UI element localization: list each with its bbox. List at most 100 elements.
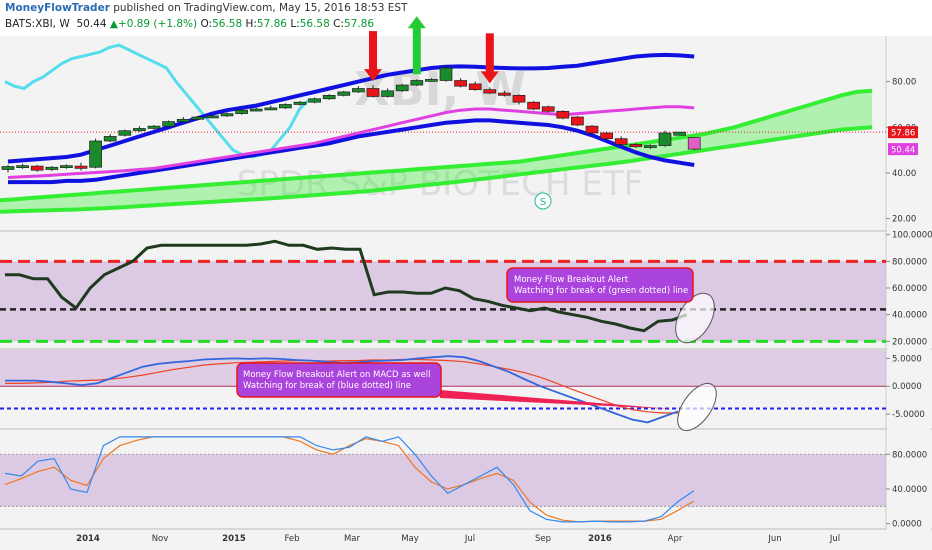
candle [410,80,424,86]
stoch-axis-label: 80.0000 [892,450,927,460]
candle [89,140,102,168]
candle [60,165,73,168]
candle [337,91,351,96]
green-cloud-upper [0,88,873,203]
green-cloud-lower [0,125,873,214]
time-axis-label: 2014 [76,534,100,544]
high-label: H: [245,18,257,30]
candle [176,118,190,122]
candle [16,165,29,168]
publish-header: MoneyFlowTrader published on TradingView… [5,2,407,14]
candle [687,137,701,150]
close-value: 57.86 [344,18,375,30]
macd-alert-title: Money Flow Breakout Alert on MACD as wel… [243,370,430,380]
buy-arrow-head [407,16,426,29]
candle [541,106,555,112]
time-axis-label: Jun [767,534,781,544]
symbol-name: BATS:XBI, W [5,18,70,30]
value-axis-background [887,36,931,530]
mf-axis-label: 80.0000 [892,257,927,267]
time-axis-label: Jul [829,534,840,544]
magenta-average [7,105,695,179]
candle [483,89,497,94]
macd-alert-text: Watching for break of (blue dotted) line [243,381,411,391]
macd-signal-line [5,358,679,414]
candle [600,132,613,140]
low-label: L: [290,18,300,30]
candle [1,166,15,170]
candle [395,84,409,92]
candle [629,144,643,148]
signal-marker-label: S [540,197,546,208]
low-value: 56.58 [299,18,330,30]
time-axis-label: Sep [535,534,551,544]
stoch-axis-label: 40.0000 [892,485,927,495]
mf-band-fill [0,261,886,342]
candle [147,125,161,129]
time-axis-label: Feb [284,534,299,544]
price-axis-label: 20.00 [892,215,916,225]
candle [381,90,394,97]
candle [571,116,584,126]
sell-arrow-shaft [485,33,494,74]
time-axis-label: Apr [668,534,683,544]
candle [293,101,307,105]
time-axis-label: 2015 [222,534,246,544]
candle [673,131,686,136]
current-price-badge-label: 50.44 [891,146,915,156]
candle [658,132,672,146]
open-label: O: [200,18,213,30]
sell-arrow-head [364,69,382,82]
candle [30,165,44,171]
high-value: 57.86 [256,18,287,30]
last-price-badge [888,126,918,139]
candle [556,110,570,119]
open-value: 56.58 [212,18,243,30]
candle [439,67,453,81]
candle [308,98,321,103]
time-axis-label: Nov [152,534,169,544]
candle [585,125,599,134]
stoch-k-line [4,436,695,523]
stoch-axis-label: 0.0000 [892,520,922,530]
candle [614,138,628,145]
mf-alert-box [506,267,694,303]
macd-alert-box [236,362,442,398]
time-axis-label: 2016 [588,534,612,544]
candle [74,165,88,169]
mf-alert-text: Watching for break of (green dotted) lin… [514,286,688,296]
candle [249,108,263,112]
last-price: 50.44 [76,18,107,30]
sell-arrow-head [480,71,499,84]
candle [468,83,482,90]
candle [235,109,248,114]
candle [264,107,278,111]
mf-alert-title: Money Flow Breakout Alert [514,275,629,285]
candle [206,115,219,119]
macd-axis-label: -5.0000 [892,410,925,420]
price-change: +0.89 (+1.8%) [117,18,198,30]
author-link[interactable]: MoneyFlowTrader [5,2,110,14]
candle [103,136,117,142]
macd-axis-label: 5.0000 [892,354,922,364]
time-axis-label: May [401,534,419,544]
close-label: C: [333,18,344,30]
time-axis-background [0,530,932,550]
mf-highlight-ellipse [675,292,715,344]
buy-arrow-shaft [412,26,421,75]
candle [45,166,59,170]
candle [133,128,146,132]
candle [644,145,657,148]
macd-callout-pointer [440,390,672,409]
macd-positive-fill [0,350,886,387]
sell-arrow-shaft [369,31,377,72]
candle [527,101,540,110]
mf-axis-label: 100.0000 [892,231,932,241]
mf-axis-label: 40.0000 [892,311,927,321]
time-axis-label: Jul [464,534,475,544]
candle [162,121,175,127]
macd-highlight-ellipse [677,382,717,432]
price-axis-label: 80.00 [892,78,916,88]
candle [512,94,526,103]
